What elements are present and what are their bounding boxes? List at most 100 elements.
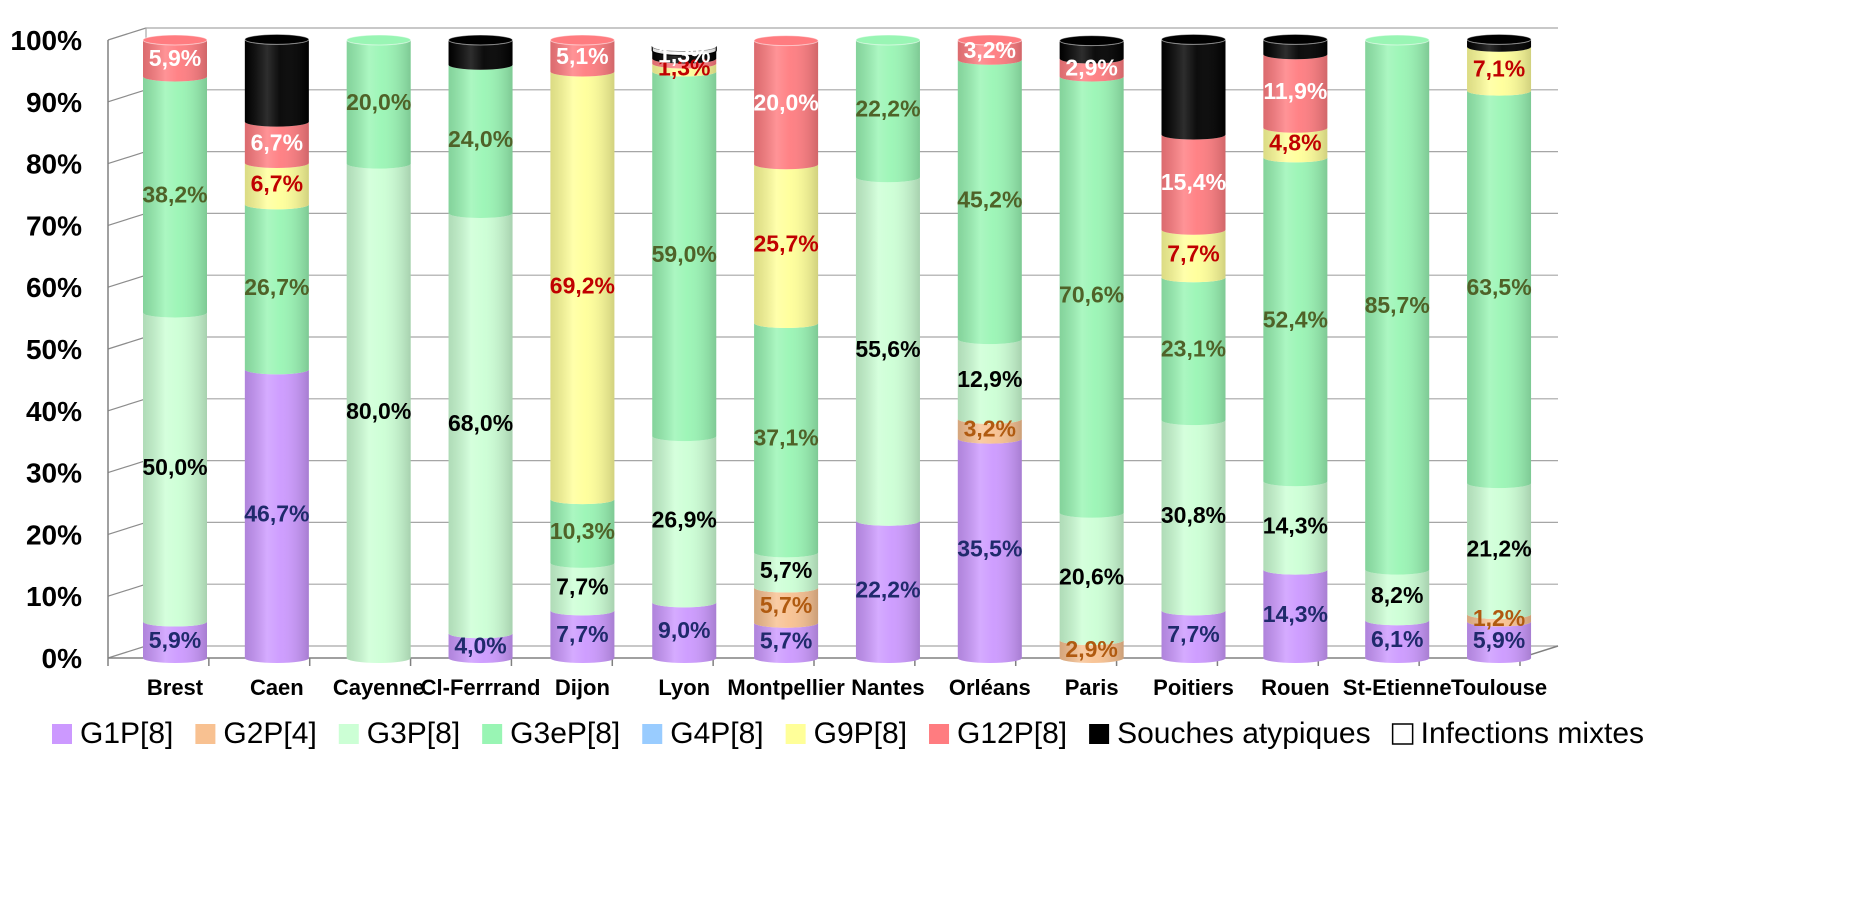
x-tick-label: Nantes <box>851 675 924 700</box>
bar-segment <box>1263 127 1328 163</box>
bar-Poitiers <box>1161 33 1226 663</box>
x-tick-label: Cl-Ferrrand <box>421 675 541 700</box>
y-tick-label: 20% <box>26 519 82 550</box>
segment-shade <box>754 552 819 593</box>
bar-top-cap <box>753 35 819 47</box>
bar-top-cap <box>1364 34 1430 46</box>
data-label: 6,7% <box>251 129 303 155</box>
segment-shade <box>1059 40 1124 64</box>
y-tick-label: 50% <box>26 334 82 365</box>
data-label: 45,2% <box>957 186 1022 212</box>
segment-shade <box>143 621 207 663</box>
segment-shade <box>754 587 819 628</box>
bar-top-cap <box>1466 33 1532 45</box>
bar-segment <box>346 40 411 169</box>
bars <box>142 33 1532 663</box>
data-label: 12,9% <box>957 366 1022 392</box>
data-label: 30,8% <box>1161 502 1226 528</box>
segment-shade <box>1365 40 1430 575</box>
x-tick-label: Rouen <box>1261 675 1329 700</box>
segment-shade <box>1161 610 1226 663</box>
bar-segment <box>652 602 717 663</box>
bar-segment <box>1467 614 1532 627</box>
bar-top-cap <box>957 34 1023 46</box>
data-label: 23,1% <box>1161 336 1226 362</box>
x-tick-label: Paris <box>1065 675 1119 700</box>
data-label: 3,2% <box>964 416 1016 442</box>
bar-segment <box>1059 76 1124 518</box>
segment-shade <box>1263 481 1328 575</box>
x-tick-label: Dijon <box>555 675 610 700</box>
segment-shade <box>855 40 920 183</box>
bar-segment <box>1263 569 1328 663</box>
data-label: 20,6% <box>1059 563 1124 589</box>
bar-segment <box>754 164 819 329</box>
data-label: 10,3% <box>550 518 615 544</box>
legend-item: G3P[8] <box>338 717 460 750</box>
segment-shade <box>244 204 309 375</box>
segment-shade <box>143 76 207 318</box>
legend-item: Infections mixtes <box>1391 717 1644 750</box>
data-label: 11,9% <box>1263 78 1327 104</box>
bar-segment <box>244 369 309 663</box>
data-label: 20,0% <box>753 89 818 115</box>
axes <box>107 28 1559 666</box>
legend-swatch <box>338 724 359 744</box>
bar-top-cap <box>855 34 921 46</box>
legend-item: Souches atypiques <box>1089 717 1371 750</box>
bar-segment <box>550 71 615 505</box>
x-tick-label: Toulouse <box>1451 675 1547 700</box>
bar-top-cap <box>1161 33 1226 45</box>
segment-shade <box>1467 90 1532 489</box>
gridline-connector <box>107 89 147 103</box>
bar-segment <box>244 204 309 375</box>
data-label: 7,7% <box>1167 241 1219 267</box>
segment-shade <box>1161 39 1226 140</box>
data-label: 4,0% <box>454 633 506 659</box>
y-tick-label: 30% <box>26 458 82 489</box>
bar-segment <box>1161 277 1226 426</box>
segment-shade <box>957 40 1022 65</box>
data-label: 5,9% <box>149 627 201 653</box>
bar-segment <box>1467 46 1532 96</box>
data-label: 6,1% <box>1371 626 1423 652</box>
bar-segment <box>855 40 920 183</box>
bar-top-cap <box>651 40 717 52</box>
x-tick-label: St-Etienne <box>1343 675 1452 700</box>
bar-segment <box>1263 39 1328 60</box>
legend-label: G1P[8] <box>80 717 173 750</box>
segment-shade <box>957 339 1022 424</box>
y-tick-label: 70% <box>26 210 82 241</box>
segment-shade <box>550 610 615 663</box>
bar-top-cap <box>549 34 615 46</box>
segment-shade <box>1263 127 1328 163</box>
legend-swatch <box>52 724 72 744</box>
segment-shade <box>448 40 513 70</box>
bar-Nantes <box>855 34 921 663</box>
data-label: 9,0% <box>658 617 710 643</box>
bar-Brest <box>142 34 208 663</box>
data-label: 69,2% <box>550 272 615 298</box>
data-label: 35,5% <box>957 535 1022 561</box>
legend-item: G2P[4] <box>195 717 317 750</box>
legend-label: G12P[8] <box>957 717 1067 750</box>
data-label: 5,1% <box>556 43 608 69</box>
data-label: 7,7% <box>1167 621 1219 647</box>
bar-segment <box>448 633 513 663</box>
data-label: 5,9% <box>149 45 201 71</box>
bar-segment <box>550 562 615 616</box>
segment-shade <box>448 64 513 219</box>
segment-shade <box>244 121 309 168</box>
bar-segment <box>143 76 207 318</box>
y-tick-label: 90% <box>26 87 82 118</box>
data-label: 80,0% <box>346 398 411 424</box>
gridline-connector <box>107 274 147 288</box>
data-label: 21,2% <box>1466 536 1531 562</box>
bar-Montpellier <box>753 35 819 663</box>
bar-segment <box>1059 58 1124 82</box>
data-label: 59,0% <box>652 241 717 267</box>
segment-shade <box>1467 39 1532 52</box>
bar-top-cap <box>1059 35 1125 47</box>
segment-shade <box>754 164 819 329</box>
data-label: 52,4% <box>1263 306 1328 332</box>
